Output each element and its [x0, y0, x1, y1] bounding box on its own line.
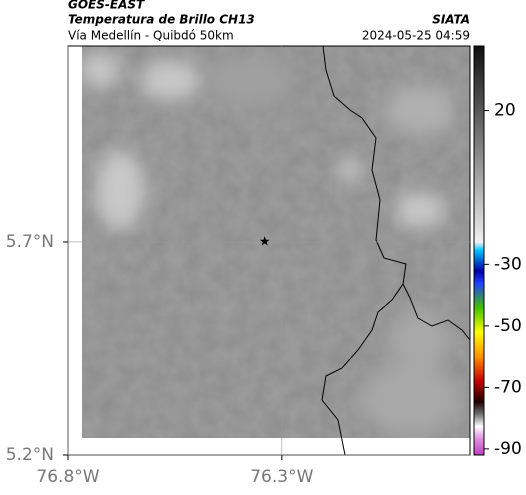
subtitle: Temperatura de Brillo CH13 [68, 13, 255, 27]
source: SIATA [432, 13, 470, 27]
location-marker: ★ [259, 234, 271, 249]
colorbar-tick-label: 20 [494, 101, 516, 121]
x-tick-label: 76.8°W [36, 467, 99, 487]
x-tick-label: 76.3°W [250, 467, 313, 487]
datetime: 2024-05-25 04:59 [362, 29, 470, 43]
y-tick-label: 5.2°N [6, 445, 54, 465]
colorbar-tick-label: -30 [494, 254, 522, 274]
boundaries [321, 45, 471, 456]
title: GOES-EAST [68, 0, 145, 12]
colorbar [473, 45, 485, 456]
colorbar-tick-label: -70 [494, 377, 522, 397]
y-tick-label: 5.7°N [6, 232, 54, 252]
colorbar-tick-label: -90 [494, 439, 522, 459]
colorbar-tick-label: -50 [494, 316, 522, 336]
location: Vía Medellín - Quibdó 50km [68, 29, 234, 43]
